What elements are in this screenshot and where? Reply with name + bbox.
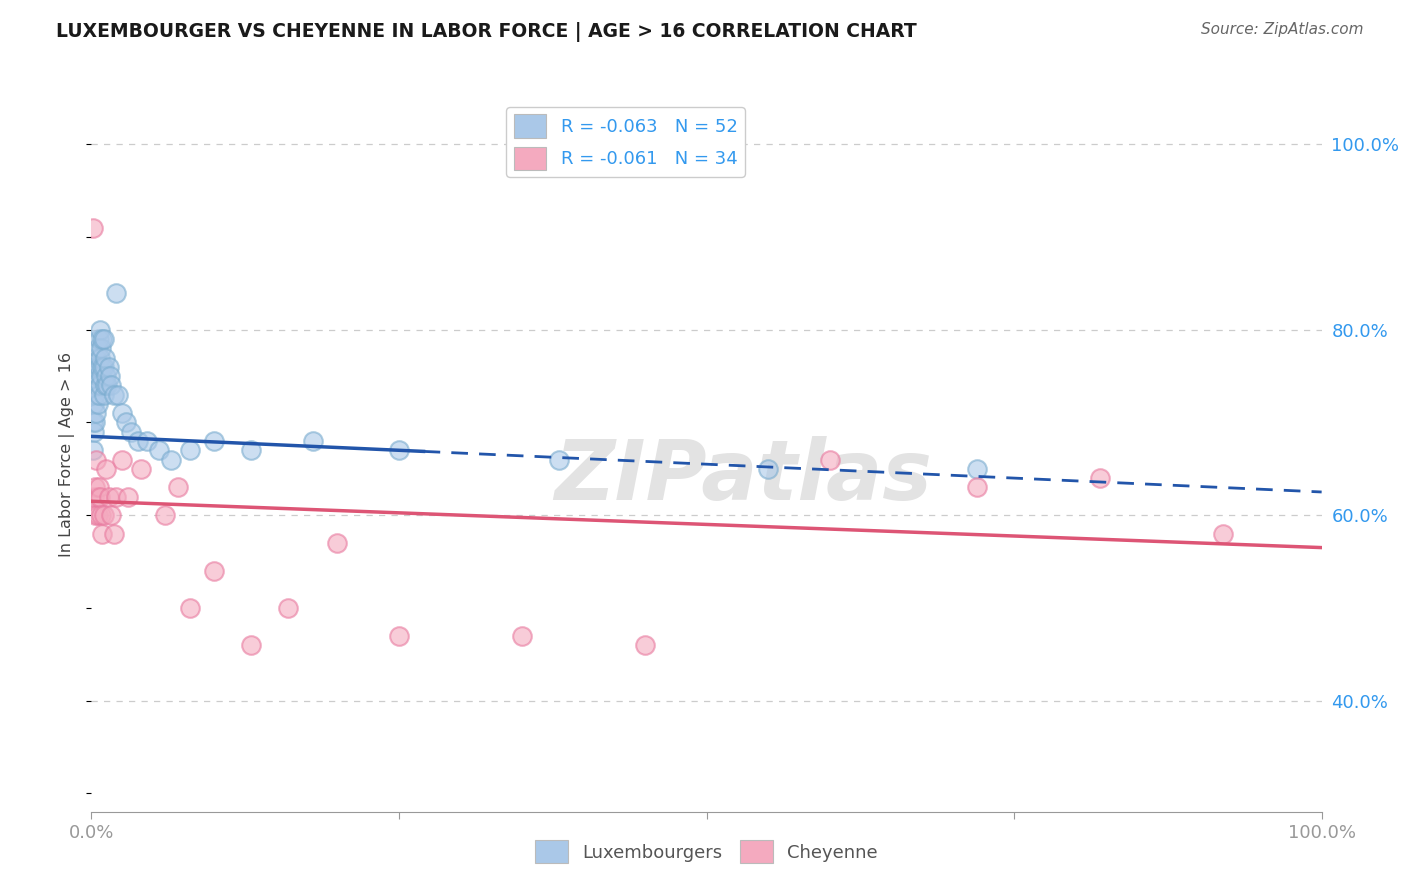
Point [100, 508, 122, 523]
Point [388, 629, 411, 643]
Point [966, 462, 988, 476]
Point [107, 387, 129, 401]
Point [179, 443, 201, 458]
Point [86, 351, 108, 365]
Point [117, 490, 139, 504]
Point [153, 508, 177, 523]
Point [83, 425, 105, 439]
Point [89, 351, 111, 365]
Point [93, 332, 115, 346]
Point [100, 378, 122, 392]
Point [103, 387, 125, 401]
Point [135, 434, 157, 448]
Point [202, 434, 225, 448]
Point [83, 397, 105, 411]
Point [86, 406, 108, 420]
Y-axis label: In Labor Force | Age > 16: In Labor Force | Age > 16 [59, 352, 76, 558]
Point [166, 480, 188, 494]
Point [240, 443, 263, 458]
Point [103, 526, 125, 541]
Point [83, 490, 105, 504]
Point [86, 452, 108, 467]
Point [91, 332, 114, 346]
Point [86, 397, 108, 411]
Point [105, 490, 127, 504]
Point [148, 443, 170, 458]
Point [111, 452, 134, 467]
Point [547, 452, 569, 467]
Point [240, 638, 263, 652]
Point [86, 378, 108, 392]
Point [111, 406, 134, 420]
Point [89, 490, 111, 504]
Point [301, 434, 323, 448]
Point [97, 490, 120, 504]
Point [89, 378, 111, 392]
Point [84, 480, 107, 494]
Point [84, 416, 107, 430]
Point [129, 462, 152, 476]
Point [82, 220, 104, 235]
Text: ZIPatlas: ZIPatlas [554, 436, 932, 516]
Point [179, 600, 201, 615]
Point [82, 443, 104, 458]
Point [84, 387, 107, 401]
Point [93, 508, 115, 523]
Point [97, 359, 120, 374]
Text: Source: ZipAtlas.com: Source: ZipAtlas.com [1201, 22, 1364, 37]
Point [966, 480, 988, 494]
Point [326, 536, 349, 550]
Point [86, 342, 108, 356]
Point [87, 359, 110, 374]
Point [82, 416, 104, 430]
Point [91, 526, 114, 541]
Point [90, 342, 112, 356]
Point [96, 369, 117, 384]
Point [510, 629, 533, 643]
Point [634, 638, 657, 652]
Point [86, 508, 108, 523]
Point [120, 425, 142, 439]
Point [89, 323, 111, 337]
Point [98, 369, 121, 384]
Point [1088, 471, 1111, 485]
Point [96, 462, 117, 476]
Point [93, 387, 115, 401]
Point [94, 351, 117, 365]
Point [86, 490, 108, 504]
Point [84, 359, 107, 374]
Point [90, 369, 112, 384]
Point [127, 434, 149, 448]
Point [86, 369, 108, 384]
Point [91, 359, 114, 374]
Point [93, 359, 115, 374]
Point [90, 508, 112, 523]
Point [87, 480, 110, 494]
Legend: Luxembourgers, Cheyenne: Luxembourgers, Cheyenne [527, 833, 886, 871]
Point [818, 452, 841, 467]
Point [277, 600, 299, 615]
Point [87, 387, 110, 401]
Point [94, 378, 117, 392]
Point [202, 564, 225, 578]
Point [160, 452, 183, 467]
Point [84, 508, 107, 523]
Text: LUXEMBOURGER VS CHEYENNE IN LABOR FORCE | AGE > 16 CORRELATION CHART: LUXEMBOURGER VS CHEYENNE IN LABOR FORCE … [56, 22, 917, 42]
Point [105, 285, 127, 300]
Point [114, 416, 138, 430]
Point [388, 443, 411, 458]
Point [1212, 526, 1234, 541]
Point [83, 359, 105, 374]
Point [96, 378, 118, 392]
Point [87, 332, 110, 346]
Point [756, 462, 779, 476]
